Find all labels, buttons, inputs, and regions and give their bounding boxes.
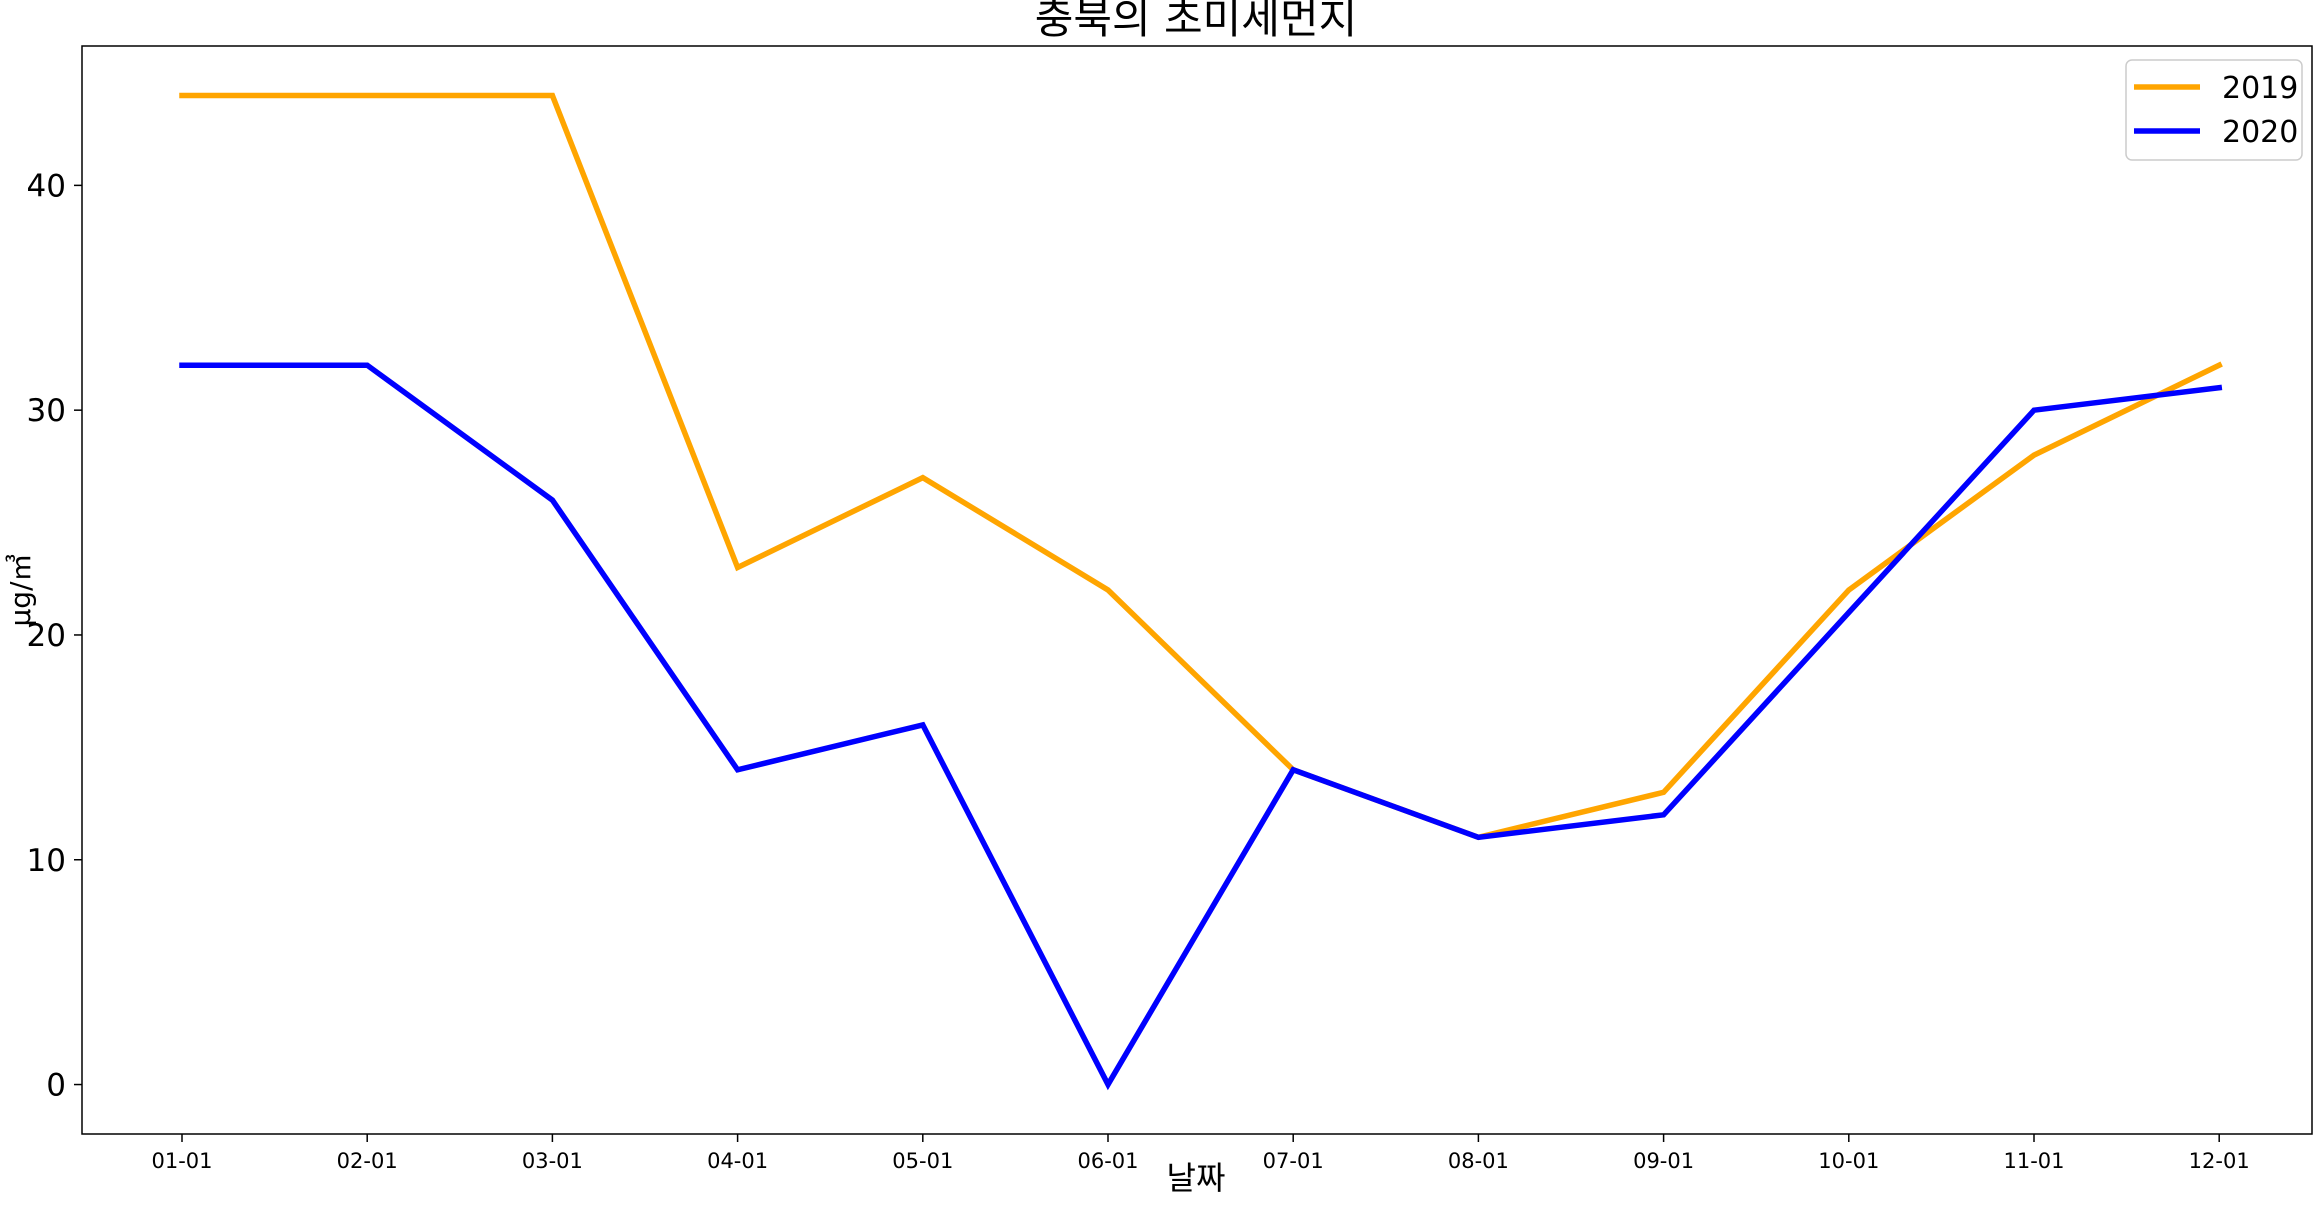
data-point [179, 362, 185, 368]
plot-area [81, 45, 2313, 1135]
y-tick-label: 0 [46, 1068, 66, 1104]
y-tick-label: 40 [27, 168, 66, 204]
plot-frame [81, 45, 2313, 1135]
data-point [735, 767, 741, 773]
x-tick-label: 01-01 [151, 1149, 212, 1173]
x-tick-label: 05-01 [892, 1149, 953, 1173]
x-tick-label: 12-01 [2189, 1149, 2250, 1173]
data-point [920, 475, 926, 481]
series-line-2020 [179, 362, 2223, 1091]
data-point [2216, 385, 2222, 391]
x-tick-label: 07-01 [1263, 1149, 1324, 1173]
chart-title: 충북의 초미세먼지 [1035, 0, 1357, 43]
data-point [1661, 812, 1667, 818]
y-tick-label: 30 [27, 393, 66, 429]
data-point [1105, 587, 1111, 593]
y-axis: 0 10 20 30 40 [27, 168, 82, 1104]
x-axis-label: 날짜 [1167, 1159, 1226, 1197]
data-point [1846, 587, 1852, 593]
y-tick-label: 20 [27, 618, 66, 654]
x-tick-label: 09-01 [1633, 1149, 1694, 1173]
x-tick-label: 11-01 [2003, 1149, 2064, 1173]
data-point [920, 722, 926, 728]
data-point [1290, 767, 1296, 773]
data-point [1105, 1082, 1111, 1088]
data-point [2216, 362, 2222, 368]
x-tick-label: 10-01 [1818, 1149, 1879, 1173]
y-tick-label: 10 [27, 843, 66, 879]
data-point [2031, 407, 2037, 413]
x-tick-label: 02-01 [337, 1149, 398, 1173]
data-point [1661, 789, 1667, 795]
x-tick-label: 08-01 [1448, 1149, 1509, 1173]
series-2020 [179, 362, 2223, 1091]
data-point [1846, 609, 1852, 615]
legend-label-2019: 2019 [2222, 71, 2298, 106]
legend: 2019 2020 [2125, 59, 2303, 161]
y-axis-label: μg/㎥ [4, 553, 37, 626]
data-point [1475, 834, 1481, 840]
data-point [549, 497, 555, 503]
x-tick-label: 06-01 [1077, 1149, 1138, 1173]
series-2019 [179, 92, 2223, 841]
data-point [2031, 452, 2037, 458]
data-point [364, 362, 370, 368]
data-point [179, 92, 185, 98]
x-tick-label: 03-01 [522, 1149, 583, 1173]
legend-label-2020: 2020 [2222, 115, 2298, 150]
data-point [735, 565, 741, 571]
data-point [549, 92, 555, 98]
x-axis: 01-01 02-01 03-01 04-01 05-01 06-01 07-01 08-01… [151, 1134, 2250, 1173]
data-point [364, 92, 370, 98]
series-line-2019 [179, 92, 2223, 841]
x-tick-label: 04-01 [707, 1149, 768, 1173]
series-lines [179, 92, 2223, 1091]
